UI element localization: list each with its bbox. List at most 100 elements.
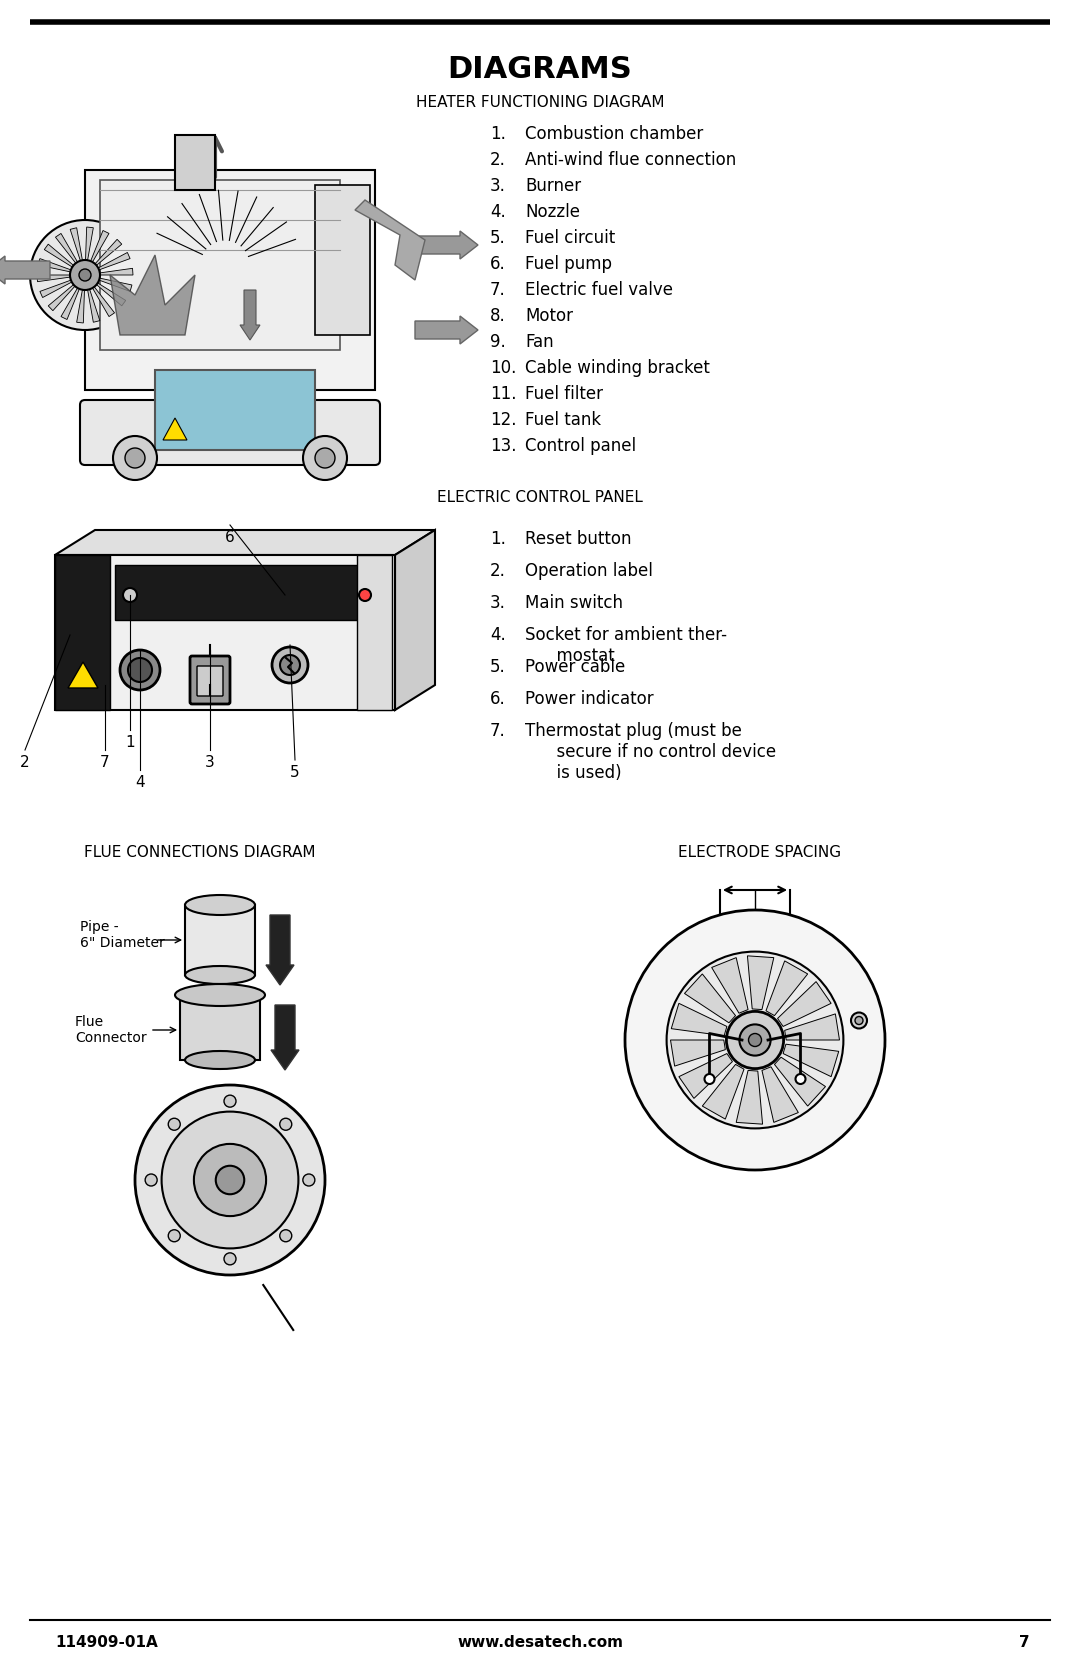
Text: 4.: 4. xyxy=(490,204,505,220)
Polygon shape xyxy=(99,269,133,275)
Circle shape xyxy=(280,654,300,674)
Polygon shape xyxy=(85,227,93,260)
Text: Anti-wind flue connection: Anti-wind flue connection xyxy=(525,150,737,169)
Text: 7.: 7. xyxy=(490,723,505,739)
Text: ELECTRODE SPACING: ELECTRODE SPACING xyxy=(678,845,841,860)
Text: 5.: 5. xyxy=(490,658,505,676)
Polygon shape xyxy=(762,1066,798,1122)
Ellipse shape xyxy=(175,985,265,1006)
Bar xyxy=(357,556,392,709)
Text: 1.: 1. xyxy=(490,125,505,144)
Text: 1.: 1. xyxy=(490,531,505,547)
Text: www.desatech.com: www.desatech.com xyxy=(457,1636,623,1651)
FancyBboxPatch shape xyxy=(190,656,230,704)
Bar xyxy=(55,556,395,709)
Text: Control panel: Control panel xyxy=(525,437,636,456)
Text: Socket for ambient ther-
      mostat: Socket for ambient ther- mostat xyxy=(525,626,727,664)
Circle shape xyxy=(194,1143,266,1217)
Circle shape xyxy=(30,220,140,330)
Circle shape xyxy=(666,951,843,1128)
Circle shape xyxy=(125,447,145,467)
Polygon shape xyxy=(37,275,70,282)
Polygon shape xyxy=(702,1065,744,1120)
Text: Flue
Connector: Flue Connector xyxy=(75,1015,147,1045)
Text: 114909-01A: 114909-01A xyxy=(55,1636,158,1651)
Polygon shape xyxy=(671,1040,726,1066)
Circle shape xyxy=(272,648,308,683)
Text: DIAGRAMS: DIAGRAMS xyxy=(447,55,633,83)
Polygon shape xyxy=(91,230,109,262)
Text: Reset button: Reset button xyxy=(525,531,632,547)
Text: Operation label: Operation label xyxy=(525,562,653,581)
Circle shape xyxy=(216,1165,244,1195)
Polygon shape xyxy=(679,1053,732,1098)
Text: 4.: 4. xyxy=(490,626,505,644)
FancyBboxPatch shape xyxy=(80,401,380,466)
FancyArrow shape xyxy=(415,315,478,344)
Circle shape xyxy=(740,1025,771,1055)
Bar xyxy=(85,170,375,391)
Bar xyxy=(175,135,215,190)
Circle shape xyxy=(625,910,885,1170)
Polygon shape xyxy=(49,285,75,310)
Circle shape xyxy=(302,1173,315,1187)
Text: 12.: 12. xyxy=(490,411,516,429)
Text: 9.: 9. xyxy=(490,334,505,350)
Circle shape xyxy=(113,436,157,481)
Polygon shape xyxy=(44,244,73,267)
Text: Electric fuel valve: Electric fuel valve xyxy=(525,280,673,299)
Text: 6.: 6. xyxy=(490,255,505,274)
Polygon shape xyxy=(774,1056,825,1107)
Text: 2: 2 xyxy=(21,754,30,769)
Text: 6.: 6. xyxy=(490,689,505,708)
Text: 10.: 10. xyxy=(490,359,516,377)
Text: Burner: Burner xyxy=(525,177,581,195)
FancyBboxPatch shape xyxy=(197,666,222,696)
Text: desa: desa xyxy=(175,592,202,603)
Ellipse shape xyxy=(185,895,255,915)
Polygon shape xyxy=(98,252,130,270)
Polygon shape xyxy=(672,1003,727,1036)
Text: 3.: 3. xyxy=(490,594,505,613)
Polygon shape xyxy=(70,227,82,260)
Polygon shape xyxy=(395,531,435,709)
Circle shape xyxy=(704,1073,715,1083)
Circle shape xyxy=(168,1230,180,1242)
FancyArrow shape xyxy=(0,255,50,284)
Polygon shape xyxy=(783,1045,839,1077)
Text: Combustion chamber: Combustion chamber xyxy=(525,125,703,144)
FancyArrow shape xyxy=(271,1005,299,1070)
Polygon shape xyxy=(93,287,114,317)
Text: 5.: 5. xyxy=(490,229,505,247)
Circle shape xyxy=(145,1173,158,1187)
Text: 1: 1 xyxy=(125,734,135,749)
Polygon shape xyxy=(778,981,832,1026)
Text: HEATER FUNCTIONING DIAGRAM: HEATER FUNCTIONING DIAGRAM xyxy=(416,95,664,110)
Bar xyxy=(180,995,260,1060)
Polygon shape xyxy=(355,200,426,280)
Circle shape xyxy=(359,589,372,601)
Ellipse shape xyxy=(185,1051,255,1070)
Text: Fuel filter: Fuel filter xyxy=(525,386,603,402)
Text: Nozzle: Nozzle xyxy=(525,204,580,220)
Polygon shape xyxy=(785,1013,839,1040)
Text: 2.: 2. xyxy=(490,150,505,169)
Polygon shape xyxy=(747,956,773,1010)
Text: Pipe -
6" Diameter: Pipe - 6" Diameter xyxy=(80,920,165,950)
Circle shape xyxy=(727,1011,784,1068)
Circle shape xyxy=(851,1013,867,1028)
Polygon shape xyxy=(685,975,735,1023)
Text: Fuel pump: Fuel pump xyxy=(525,255,612,274)
Polygon shape xyxy=(60,289,80,319)
Circle shape xyxy=(224,1095,237,1107)
Text: 13.: 13. xyxy=(490,437,516,456)
Polygon shape xyxy=(95,239,122,265)
Polygon shape xyxy=(87,289,99,322)
Text: 6: 6 xyxy=(225,531,234,546)
Polygon shape xyxy=(737,1070,762,1125)
Text: 5: 5 xyxy=(291,764,300,779)
Circle shape xyxy=(224,1253,237,1265)
Text: Power cable: Power cable xyxy=(525,658,625,676)
Text: Motor: Motor xyxy=(525,307,573,325)
Text: Fan: Fan xyxy=(525,334,554,350)
